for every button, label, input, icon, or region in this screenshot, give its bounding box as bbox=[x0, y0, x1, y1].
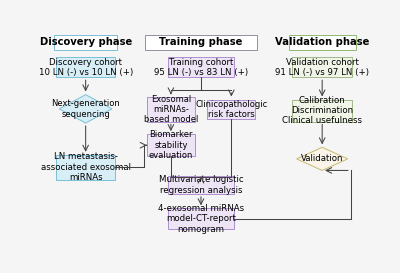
FancyBboxPatch shape bbox=[147, 134, 195, 156]
Text: Biomarker
stability
evaluation: Biomarker stability evaluation bbox=[149, 130, 193, 160]
FancyBboxPatch shape bbox=[292, 57, 352, 78]
Text: Validation: Validation bbox=[301, 155, 344, 163]
FancyBboxPatch shape bbox=[54, 35, 118, 50]
FancyBboxPatch shape bbox=[168, 208, 234, 229]
FancyBboxPatch shape bbox=[56, 57, 115, 78]
Text: Multivariate logistic
regression analysis: Multivariate logistic regression analysi… bbox=[159, 176, 243, 195]
FancyBboxPatch shape bbox=[56, 155, 115, 180]
FancyBboxPatch shape bbox=[147, 97, 195, 121]
Text: Calibration
Discrimination
Clinical usefulness: Calibration Discrimination Clinical usef… bbox=[282, 96, 362, 125]
FancyBboxPatch shape bbox=[145, 35, 257, 50]
Text: Training cohort
95 LN (-) vs 83 LN (+): Training cohort 95 LN (-) vs 83 LN (+) bbox=[154, 58, 248, 77]
FancyBboxPatch shape bbox=[292, 99, 352, 121]
Text: Clinicopathologic
risk factors: Clinicopathologic risk factors bbox=[195, 100, 268, 119]
FancyBboxPatch shape bbox=[168, 176, 234, 194]
Text: Validation phase: Validation phase bbox=[275, 37, 369, 47]
Text: Discovery cohort
10 LN (-) vs 10 LN (+): Discovery cohort 10 LN (-) vs 10 LN (+) bbox=[38, 58, 133, 77]
FancyBboxPatch shape bbox=[207, 99, 255, 120]
Polygon shape bbox=[59, 95, 112, 123]
Text: Validation cohort
91 LN (-) vs 97 LN (+): Validation cohort 91 LN (-) vs 97 LN (+) bbox=[275, 58, 369, 77]
Text: LN metastasis-
associated exosomal
miRNAs: LN metastasis- associated exosomal miRNA… bbox=[41, 152, 131, 182]
Polygon shape bbox=[297, 147, 348, 170]
Text: Discovery phase: Discovery phase bbox=[40, 37, 132, 47]
Text: Training phase: Training phase bbox=[159, 37, 243, 47]
Text: 4-exosomal miRNAs
model-CT-report
nomogram: 4-exosomal miRNAs model-CT-report nomogr… bbox=[158, 204, 244, 234]
FancyBboxPatch shape bbox=[289, 35, 356, 50]
Text: Exosomal
miRNAs-
based model: Exosomal miRNAs- based model bbox=[144, 94, 198, 124]
FancyBboxPatch shape bbox=[168, 57, 234, 78]
Text: Next-generation
sequencing: Next-generation sequencing bbox=[51, 99, 120, 118]
